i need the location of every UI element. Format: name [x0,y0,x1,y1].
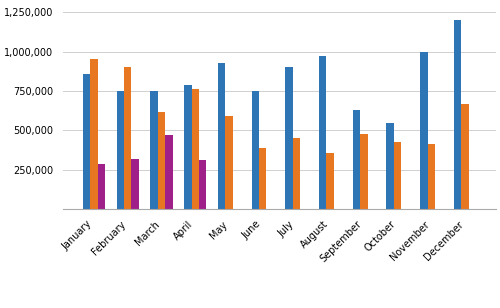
Bar [132,159,139,209]
Bar [83,74,90,209]
Bar [98,164,105,209]
Bar [116,91,124,209]
Bar [225,116,232,209]
Bar [286,67,292,209]
Bar [319,56,326,209]
Bar [150,91,158,209]
Bar [454,20,462,209]
Bar [218,63,225,209]
Bar [184,85,192,209]
Bar [326,152,334,209]
Bar [252,91,259,209]
Bar [199,160,206,209]
Bar [124,67,132,209]
Bar [165,135,172,209]
Bar [360,134,368,209]
Bar [192,89,199,209]
Bar [352,110,360,209]
Bar [259,148,266,209]
Bar [428,144,435,209]
Bar [158,111,165,209]
Bar [462,104,469,209]
Bar [386,123,394,209]
Bar [292,138,300,209]
Bar [420,51,428,209]
Bar [90,59,98,209]
Bar [394,142,402,209]
